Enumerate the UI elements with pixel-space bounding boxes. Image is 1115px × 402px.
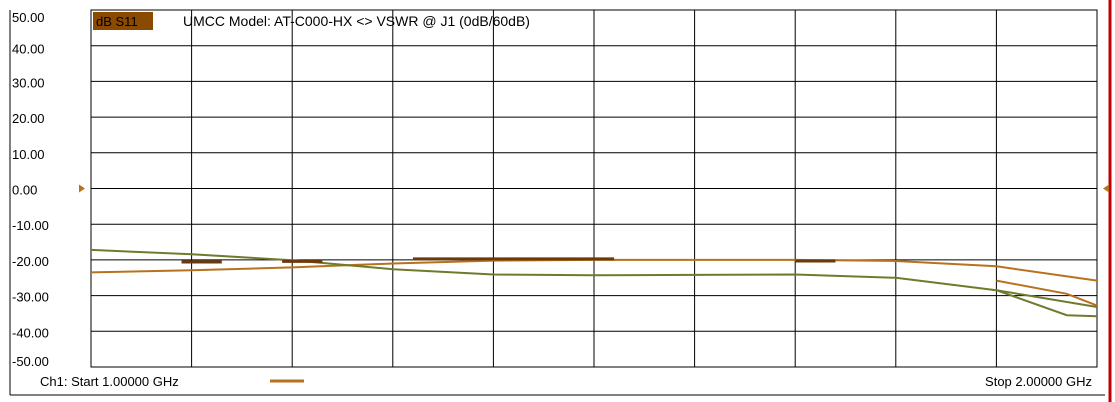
y-tick-label: 20.00 (12, 111, 45, 126)
chart-title: UMCC Model: AT-C000-HX <> VSWR @ J1 (0dB… (183, 13, 530, 29)
reference-marker-left[interactable] (79, 184, 85, 193)
y-tick-label: -20.00 (12, 254, 49, 269)
y-tick-label: 40.00 (12, 42, 45, 57)
y-tick-label: 10.00 (12, 147, 45, 162)
y-tick-label: -50.00 (12, 354, 49, 369)
start-frequency-label: Ch1: Start 1.00000 GHz (40, 374, 179, 389)
trace-line-2 (90, 248, 1098, 308)
trace-badge[interactable]: dB S11 (96, 14, 138, 29)
reference-marker-right[interactable] (1103, 184, 1109, 193)
trace-line-1-tail (996, 279, 1098, 307)
y-tick-label: -40.00 (12, 325, 49, 340)
y-tick-label: 30.00 (12, 75, 45, 90)
y-tick-label: 50.00 (12, 10, 45, 25)
trace-line-2-tail (996, 289, 1098, 318)
y-tick-labels: 50.00 40.00 30.00 20.00 10.00 0.00 -10.00 -20.0… (12, 10, 49, 369)
stop-frequency-label: Stop 2.00000 GHz (985, 374, 1092, 389)
y-tick-label: 0.00 (12, 183, 37, 198)
y-tick-label: -10.00 (12, 218, 49, 233)
traces (90, 248, 1098, 318)
trace-badge-background (93, 12, 153, 30)
y-tick-label: -30.00 (12, 290, 49, 305)
